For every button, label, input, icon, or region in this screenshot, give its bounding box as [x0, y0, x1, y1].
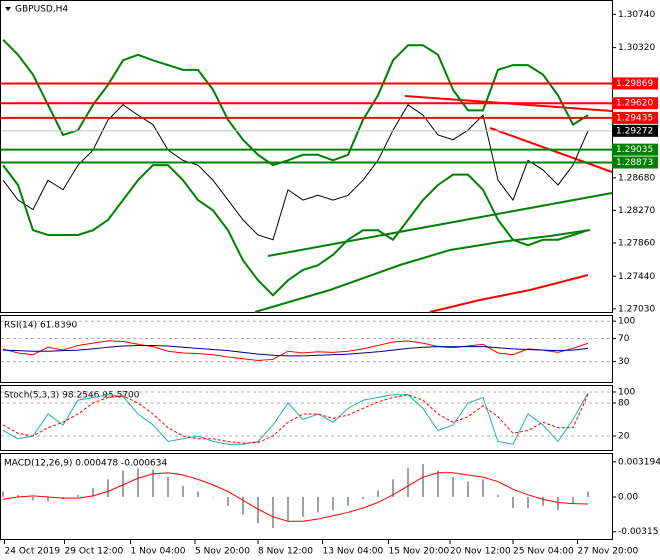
- y-tick-label: 0.003194: [618, 457, 660, 467]
- last-price-label: 1.29272: [616, 126, 653, 136]
- level-label-box: [612, 97, 658, 110]
- y-tick-label: 1.28270: [618, 206, 655, 216]
- y-tick-label: 80: [618, 398, 630, 408]
- y-tick-label: 1.30320: [618, 43, 655, 53]
- series-line: [2, 104, 589, 241]
- histogram-bar: [197, 491, 199, 497]
- histogram-bar: [512, 497, 514, 509]
- y-tick-label: 100: [618, 387, 635, 397]
- y-tick-label: 0.00: [618, 493, 638, 503]
- y-tick-label: 1.27030: [618, 304, 655, 314]
- panel-title: GBPUSD,H4: [15, 5, 68, 15]
- x-tick-label: 8 Nov 12:00: [258, 547, 313, 557]
- series-line: [2, 344, 589, 357]
- histogram-bar: [32, 497, 34, 501]
- series-line: [2, 472, 589, 522]
- x-tick-label: 1 Nov 04:00: [131, 547, 186, 557]
- x-tick-label: 15 Nov 20:00: [389, 547, 450, 557]
- menu-icon: [5, 7, 11, 11]
- histogram-bar: [272, 497, 274, 528]
- histogram-bar: [212, 497, 214, 498]
- y-tick-label: 1.27440: [618, 272, 655, 282]
- level-label: 1.29869: [616, 79, 653, 89]
- y-tick-label: 100: [618, 317, 635, 327]
- histogram-bar: [362, 497, 364, 500]
- histogram-bar: [2, 491, 4, 497]
- x-tick-label: 24 Oct 2019: [5, 547, 61, 557]
- moving-average: [254, 229, 591, 313]
- histogram-bar: [257, 497, 259, 524]
- y-tick-label: 30: [618, 357, 630, 367]
- y-tick-label: 1.30740: [618, 10, 655, 20]
- level-label: 1.29435: [616, 113, 653, 123]
- y-tick-label: 20: [618, 431, 630, 441]
- y-tick-label: 1.28680: [618, 173, 655, 183]
- histogram-bar: [47, 497, 49, 502]
- last-price-box: [612, 124, 658, 137]
- series-line: [2, 394, 589, 444]
- histogram-bar: [422, 463, 424, 497]
- histogram-bar: [122, 470, 124, 497]
- histogram-bar: [242, 497, 244, 515]
- series-line: [2, 392, 589, 445]
- x-tick-label: 27 Nov 20:00: [578, 547, 639, 557]
- histogram-bar: [137, 468, 139, 497]
- panel-title: MACD(12,26,9) 0.000478 -0.000634: [4, 459, 167, 469]
- histogram-bar: [347, 497, 349, 506]
- histogram-bar: [227, 497, 229, 506]
- y-tick-label: -0.00315: [618, 527, 658, 537]
- histogram-bar: [182, 485, 184, 497]
- level-label-box: [612, 143, 658, 156]
- histogram-bar: [17, 494, 19, 497]
- histogram-bar: [317, 497, 319, 513]
- level-label-box: [612, 111, 658, 124]
- histogram-bar: [527, 497, 529, 509]
- histogram-bar: [287, 497, 289, 522]
- series-line: [2, 38, 589, 167]
- level-label: 1.29035: [616, 145, 653, 155]
- level-label-box: [612, 77, 658, 90]
- histogram-bar: [332, 497, 334, 511]
- price-panel: [0, 0, 613, 313]
- histogram-bar: [557, 497, 559, 511]
- support-trendline: [267, 192, 613, 257]
- histogram-bar: [572, 497, 574, 504]
- histogram-bar: [152, 469, 154, 497]
- stoch-panel: [0, 385, 613, 451]
- y-tick-label: 1.27860: [618, 238, 655, 248]
- histogram-bar: [482, 479, 484, 497]
- panel-title: RSI(14) 61.8390: [4, 321, 77, 331]
- x-tick-label: 13 Nov 04:00: [323, 547, 384, 557]
- histogram-bar: [437, 470, 439, 497]
- panel-title: Stoch(5,3,3) 98.2546 95.5700: [4, 391, 140, 401]
- rsi-panel: [0, 315, 613, 383]
- histogram-bar: [167, 477, 169, 497]
- x-tick-label: 25 Nov 04:00: [513, 547, 574, 557]
- histogram-bar: [302, 497, 304, 517]
- histogram-bar: [92, 488, 94, 497]
- x-tick-label: 20 Nov 12:00: [450, 547, 511, 557]
- series-line: [2, 340, 589, 361]
- moving-average: [429, 274, 589, 313]
- histogram-bar: [407, 468, 409, 497]
- histogram-bar: [77, 494, 79, 497]
- y-tick-label: 70: [618, 334, 630, 344]
- x-tick-label: 5 Nov 20:00: [195, 547, 250, 557]
- histogram-bar: [497, 494, 499, 497]
- level-label: 1.29620: [616, 99, 653, 109]
- histogram-bar: [377, 490, 379, 497]
- level-label: 1.28873: [616, 158, 653, 168]
- histogram-bar: [587, 491, 589, 497]
- histogram-bar: [107, 479, 109, 497]
- level-label-box: [612, 156, 658, 169]
- x-tick-label: 29 Oct 12:00: [65, 547, 124, 557]
- histogram-bar: [392, 479, 394, 497]
- histogram-bar: [452, 477, 454, 497]
- histogram-bar: [542, 497, 544, 506]
- histogram-bar: [467, 481, 469, 497]
- series-line: [2, 164, 589, 297]
